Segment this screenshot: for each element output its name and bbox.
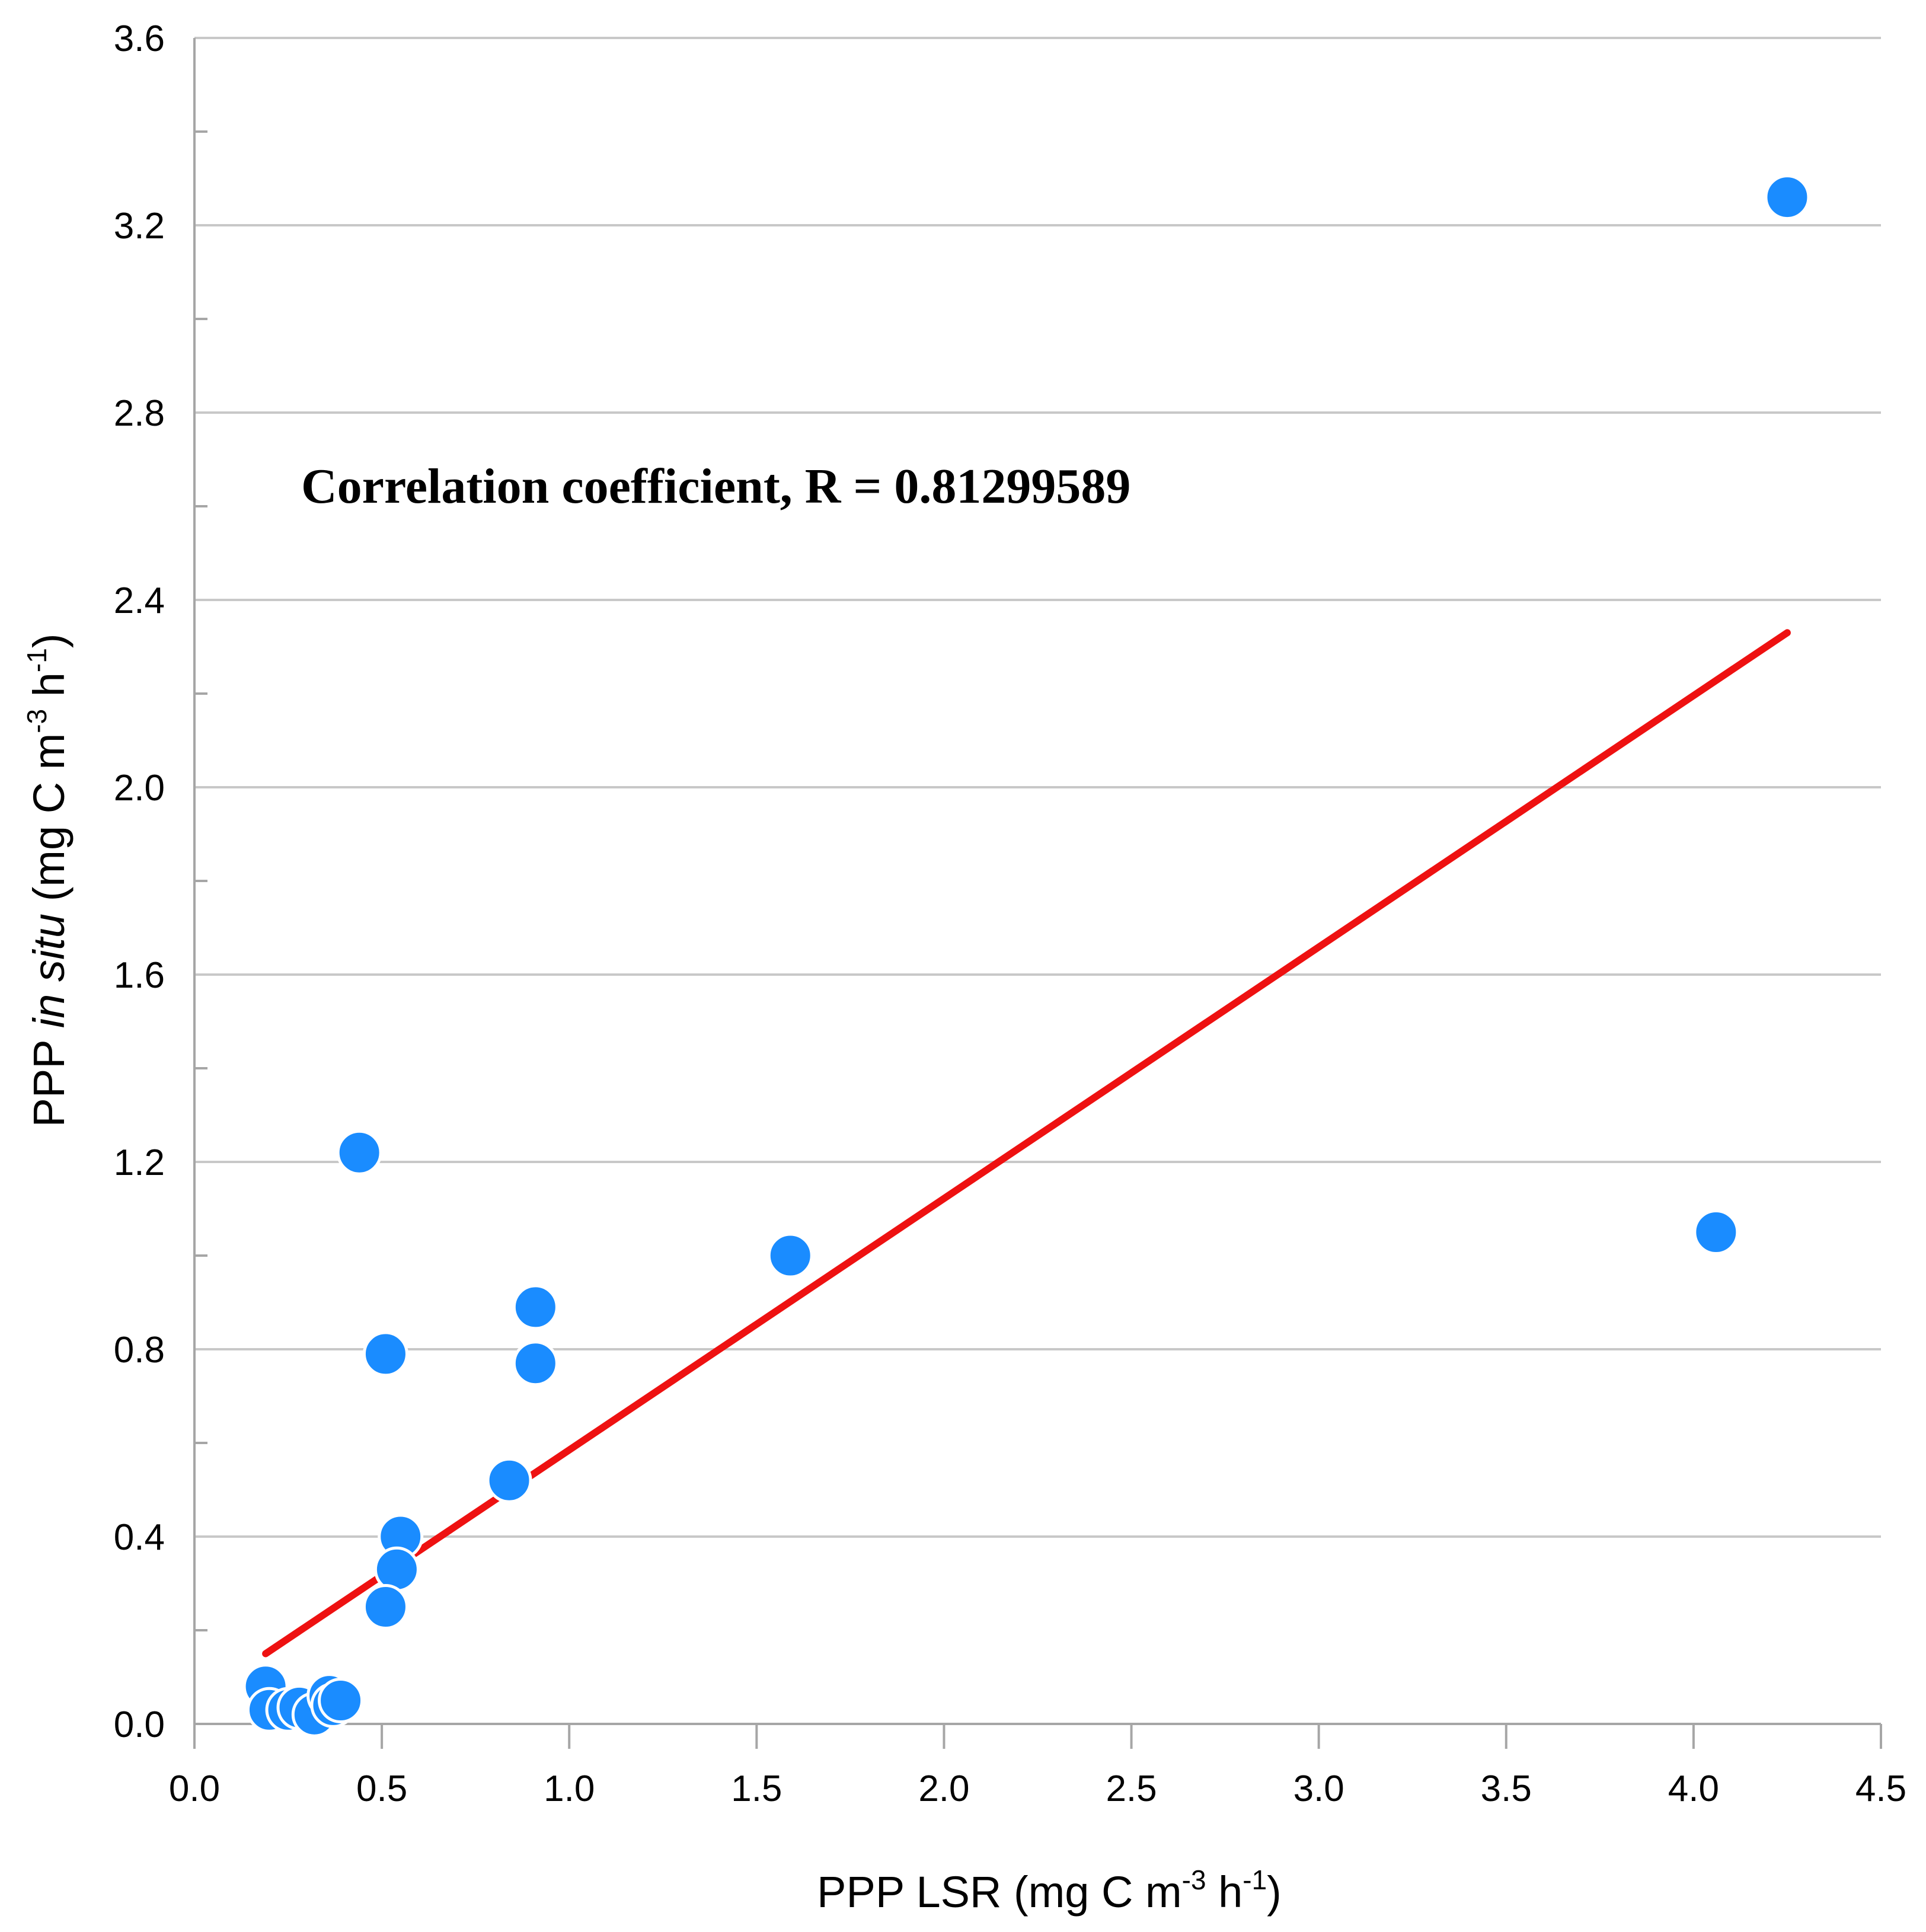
data-point <box>512 1284 558 1330</box>
y-tick-label: 3.2 <box>114 206 165 247</box>
y-axis-title-sup: -1 <box>21 648 52 672</box>
y-axis-title-italic: in situ <box>24 914 74 1028</box>
y-axis-title: PPP in situ (mg C m-3 h-1) <box>21 634 74 1128</box>
y-tick-label: 0.0 <box>114 1704 165 1745</box>
x-axis-title-sup: -1 <box>1243 1864 1267 1895</box>
y-tick-label: 1.6 <box>114 955 165 996</box>
y-tick-label: 0.8 <box>114 1330 165 1371</box>
data-point <box>373 1546 420 1592</box>
axes <box>193 38 1882 1749</box>
data-point <box>362 1584 408 1630</box>
data-point <box>362 1331 408 1377</box>
x-axis-title-part: h <box>1206 1867 1243 1917</box>
x-tick-label: 1.0 <box>544 1768 595 1809</box>
y-tick-label: 1.2 <box>114 1142 165 1183</box>
y-axis-title-part: ) <box>24 634 74 649</box>
data-point <box>767 1232 813 1279</box>
x-axis-title-part: ) <box>1267 1867 1282 1917</box>
y-axis-title-part: PPP <box>24 1028 74 1127</box>
gridlines <box>194 37 1881 1538</box>
y-tick-label: 2.0 <box>114 768 165 809</box>
y-tick-label: 0.4 <box>114 1517 165 1558</box>
x-tick-label: 1.5 <box>731 1768 782 1809</box>
tick-labels: 0.0 0.4 0.8 1.2 1.6 2.0 2.4 2.8 3.2 3.6 0.0 0.5 1.0 1… <box>114 18 1906 1809</box>
y-tick-label: 2.4 <box>114 580 165 621</box>
x-tick-label: 0.0 <box>169 1768 220 1809</box>
regression-line <box>262 629 1791 1658</box>
x-tick-label: 3.5 <box>1481 1768 1532 1809</box>
y-axis-title-part: (mg C m <box>24 733 74 914</box>
x-tick-label: 0.5 <box>356 1768 407 1809</box>
x-axis-title-part: PPP LSR (mg C m <box>817 1867 1181 1917</box>
x-tick-label: 4.0 <box>1668 1768 1719 1809</box>
x-tick-label: 4.5 <box>1855 1768 1906 1809</box>
x-axis-title-sup: -3 <box>1182 1864 1206 1895</box>
data-point <box>318 1678 364 1723</box>
x-tick-label: 3.0 <box>1293 1768 1344 1809</box>
data-points <box>242 174 1810 1738</box>
correlation-annotation: Correlation coefficient, R = 0.81299589 <box>301 459 1130 514</box>
x-axis-title: PPP LSR (mg C m-3 h-1) <box>817 1864 1282 1917</box>
y-axis-title-part: h <box>24 672 74 709</box>
y-tick-label: 3.6 <box>114 18 165 59</box>
x-tick-label: 2.0 <box>918 1768 969 1809</box>
x-tick-label: 2.5 <box>1106 1768 1157 1809</box>
data-point <box>1693 1209 1739 1255</box>
data-point <box>486 1457 532 1503</box>
data-point <box>336 1129 382 1176</box>
data-point <box>512 1340 558 1387</box>
regression-line-group <box>262 629 1791 1658</box>
y-axis-title-sup: -3 <box>21 709 52 733</box>
data-point <box>1764 174 1810 221</box>
y-tick-label: 2.8 <box>114 393 165 434</box>
